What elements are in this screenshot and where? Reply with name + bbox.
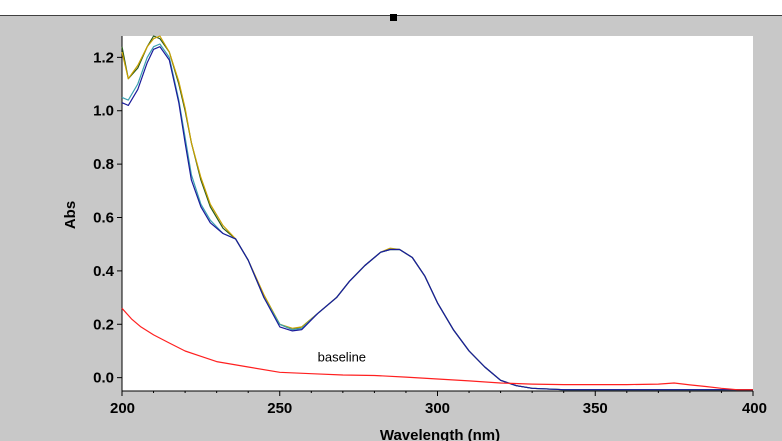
x-tick-label: 200 — [110, 400, 135, 417]
y-tick-label: 0.2 — [93, 316, 114, 333]
y-tick-label: 0.6 — [93, 210, 114, 227]
labels: Wavelength (nm) Abs baseline — [62, 201, 500, 441]
y-tick-label: 0.4 — [93, 263, 115, 280]
y-tick-label: 1.0 — [93, 103, 114, 120]
x-tick-label: 350 — [583, 400, 608, 417]
window-resize-marker — [390, 14, 397, 21]
x-tick-label: 300 — [425, 400, 450, 417]
y-axis-title: Abs — [62, 201, 79, 229]
x-axis-title: Wavelength (nm) — [380, 427, 500, 441]
axes: 0.0 0.2 0.4 0.6 0.8 1.0 1.2 200 250 300 350 400 — [93, 36, 767, 417]
x-tick-label: 250 — [267, 400, 292, 417]
series-line-3 — [121, 46, 753, 391]
series-layer — [121, 35, 753, 391]
series-line-4 — [121, 307, 753, 391]
plot-area — [122, 36, 753, 391]
y-tick-label: 0.8 — [93, 156, 114, 173]
y-tick-label: 0.0 — [93, 370, 114, 387]
y-tick-label: 1.2 — [93, 49, 114, 66]
x-tick-label: 400 — [742, 400, 767, 417]
annotation-label: baseline — [318, 350, 366, 365]
